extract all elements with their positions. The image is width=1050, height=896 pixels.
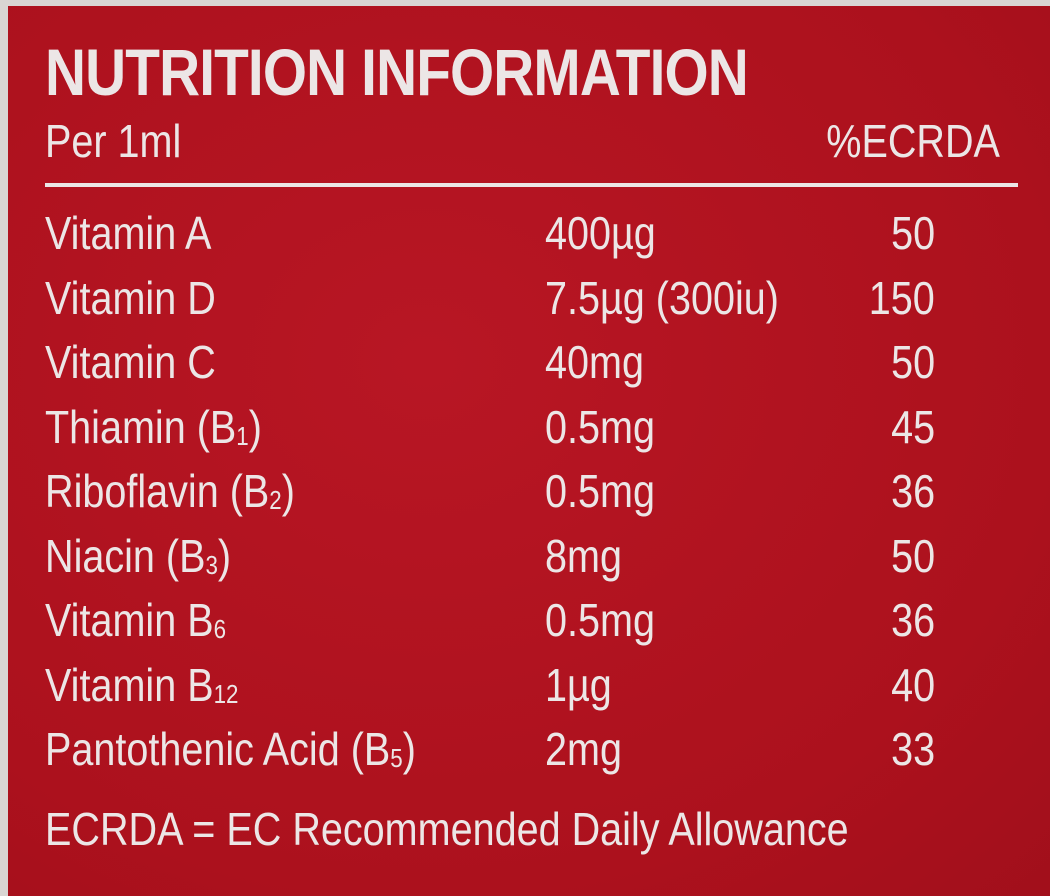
table-row: Vitamin B6 0.5mg 36 bbox=[0, 593, 1050, 657]
footnote: ECRDA = EC Recommended Daily Allowance bbox=[45, 803, 849, 855]
table-row: Riboflavin (B2) 0.5mg 36 bbox=[0, 464, 1050, 528]
nutrient-ecrda: 36 bbox=[890, 465, 935, 517]
nutrient-ecrda: 40 bbox=[890, 658, 935, 711]
nutrient-name: Vitamin A bbox=[45, 207, 212, 259]
nutrient-amount: 0.5mg bbox=[545, 465, 655, 517]
nutrition-panel bbox=[8, 6, 1050, 896]
table-row: Vitamin C 40mg 50 bbox=[0, 335, 1050, 399]
nutrient-ecrda: 36 bbox=[890, 594, 935, 646]
title: NUTRITION INFORMATION bbox=[45, 35, 749, 109]
table-row: Niacin (B3) 8mg 50 bbox=[0, 529, 1050, 593]
nutrient-amount: 1µg bbox=[545, 658, 612, 711]
nutrient-name: Niacin (B3) bbox=[45, 529, 232, 582]
table-row: Vitamin A 400µg 50 bbox=[0, 206, 1050, 270]
nutrient-amount: 40mg bbox=[545, 336, 644, 388]
divider bbox=[45, 183, 1018, 187]
nutrient-name: Thiamin (B1) bbox=[45, 400, 262, 453]
nutrient-name: Riboflavin (B2) bbox=[45, 465, 295, 517]
table-row: Vitamin B12 1µg 40 bbox=[0, 658, 1050, 722]
nutrient-name: Pantothenic Acid (B5) bbox=[45, 723, 416, 775]
nutrient-name: Vitamin B6 bbox=[45, 594, 227, 646]
ecrda-header: %ECRDA bbox=[826, 115, 1000, 167]
table-row: Pantothenic Acid (B5) 2mg 33 bbox=[0, 722, 1050, 786]
nutrient-ecrda: 45 bbox=[890, 400, 935, 453]
nutrient-name: Vitamin B12 bbox=[45, 658, 239, 711]
nutrient-ecrda: 50 bbox=[890, 529, 935, 582]
nutrient-ecrda: 150 bbox=[868, 271, 935, 324]
per-label: Per 1ml bbox=[45, 115, 182, 167]
nutrient-ecrda: 50 bbox=[890, 207, 935, 259]
nutrient-amount: 7.5µg (300iu) bbox=[545, 271, 779, 324]
nutrient-name: Vitamin D bbox=[45, 271, 216, 324]
nutrient-amount: 400µg bbox=[545, 207, 656, 259]
nutrient-amount: 0.5mg bbox=[545, 594, 655, 646]
nutrient-ecrda: 50 bbox=[890, 336, 935, 388]
table-row: Vitamin D 7.5µg (300iu) 150 bbox=[0, 271, 1050, 335]
nutrient-ecrda: 33 bbox=[890, 723, 935, 775]
table-row: Thiamin (B1) 0.5mg 45 bbox=[0, 400, 1050, 464]
nutrient-amount: 8mg bbox=[545, 529, 622, 582]
nutrient-amount: 2mg bbox=[545, 723, 622, 775]
nutrient-name: Vitamin C bbox=[45, 336, 216, 388]
nutrient-amount: 0.5mg bbox=[545, 400, 655, 453]
